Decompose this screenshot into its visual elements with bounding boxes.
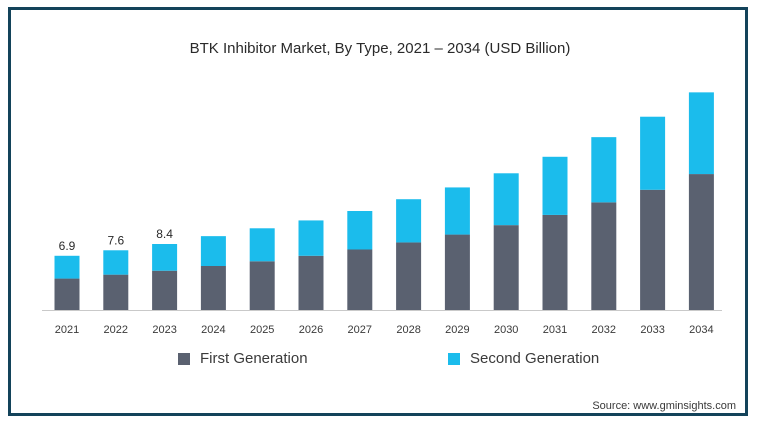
- bar-second-generation-2029: [444, 187, 470, 235]
- source-note: Source: www.gminsights.com: [592, 400, 736, 412]
- bar-second-generation-2022: [103, 250, 129, 275]
- chart-title: BTK Inhibitor Market, By Type, 2021 – 20…: [189, 40, 571, 57]
- x-tick-label-2032: 2032: [592, 324, 616, 336]
- bar-first-generation-2032: [591, 202, 617, 310]
- bar-second-generation-2033: [640, 116, 666, 190]
- legend-swatch-second-generation: [448, 352, 460, 365]
- bar-first-generation-2027: [347, 249, 373, 310]
- x-tick-label-2026: 2026: [299, 324, 323, 336]
- data-label-2022: 7.6: [107, 233, 124, 247]
- x-tick-label-2024: 2024: [201, 324, 225, 336]
- legend-first-generation: First Generation: [178, 350, 308, 367]
- x-tick-label-2025: 2025: [250, 324, 274, 336]
- chart-frame: [8, 7, 748, 416]
- bar-second-generation-2024: [200, 236, 226, 266]
- bar-first-generation-2023: [152, 270, 178, 310]
- legend-swatch-first-generation: [178, 352, 190, 365]
- x-tick-label-2033: 2033: [640, 324, 664, 336]
- bar-first-generation-2033: [640, 189, 666, 310]
- bar-second-generation-2032: [591, 137, 617, 203]
- x-tick-label-2021: 2021: [55, 324, 79, 336]
- bar-first-generation-2034: [688, 174, 714, 310]
- bar-first-generation-2029: [444, 234, 470, 310]
- bar-second-generation-2025: [249, 228, 275, 262]
- bar-first-generation-2028: [396, 242, 422, 310]
- x-tick-label-2034: 2034: [689, 324, 713, 336]
- x-tick-label-2028: 2028: [396, 324, 420, 336]
- bar-first-generation-2024: [200, 266, 226, 310]
- bar-second-generation-2026: [298, 220, 324, 256]
- bar-first-generation-2030: [493, 225, 519, 310]
- bar-first-generation-2021: [54, 278, 80, 310]
- bar-first-generation-2031: [542, 214, 568, 310]
- legend-label-first-generation: First Generation: [200, 350, 308, 367]
- bar-second-generation-2034: [688, 92, 714, 175]
- x-tick-label-2022: 2022: [104, 324, 128, 336]
- bar-second-generation-2028: [396, 199, 422, 243]
- x-tick-label-2027: 2027: [348, 324, 372, 336]
- bar-first-generation-2025: [249, 261, 275, 310]
- x-tick-label-2030: 2030: [494, 324, 518, 336]
- bar-second-generation-2031: [542, 156, 568, 215]
- data-label-2023: 8.4: [156, 227, 173, 241]
- bar-second-generation-2030: [493, 173, 519, 226]
- legend-second-generation: Second Generation: [448, 350, 599, 367]
- x-tick-label-2031: 2031: [543, 324, 567, 336]
- x-tick-label-2029: 2029: [445, 324, 469, 336]
- bar-first-generation-2022: [103, 274, 129, 310]
- bar-second-generation-2023: [152, 244, 178, 271]
- legend-label-second-generation: Second Generation: [470, 350, 600, 367]
- x-tick-label-2023: 2023: [152, 324, 176, 336]
- data-label-2021: 6.9: [59, 239, 76, 253]
- bar-second-generation-2027: [347, 211, 373, 250]
- bar-first-generation-2026: [298, 255, 324, 310]
- bar-second-generation-2021: [54, 255, 80, 279]
